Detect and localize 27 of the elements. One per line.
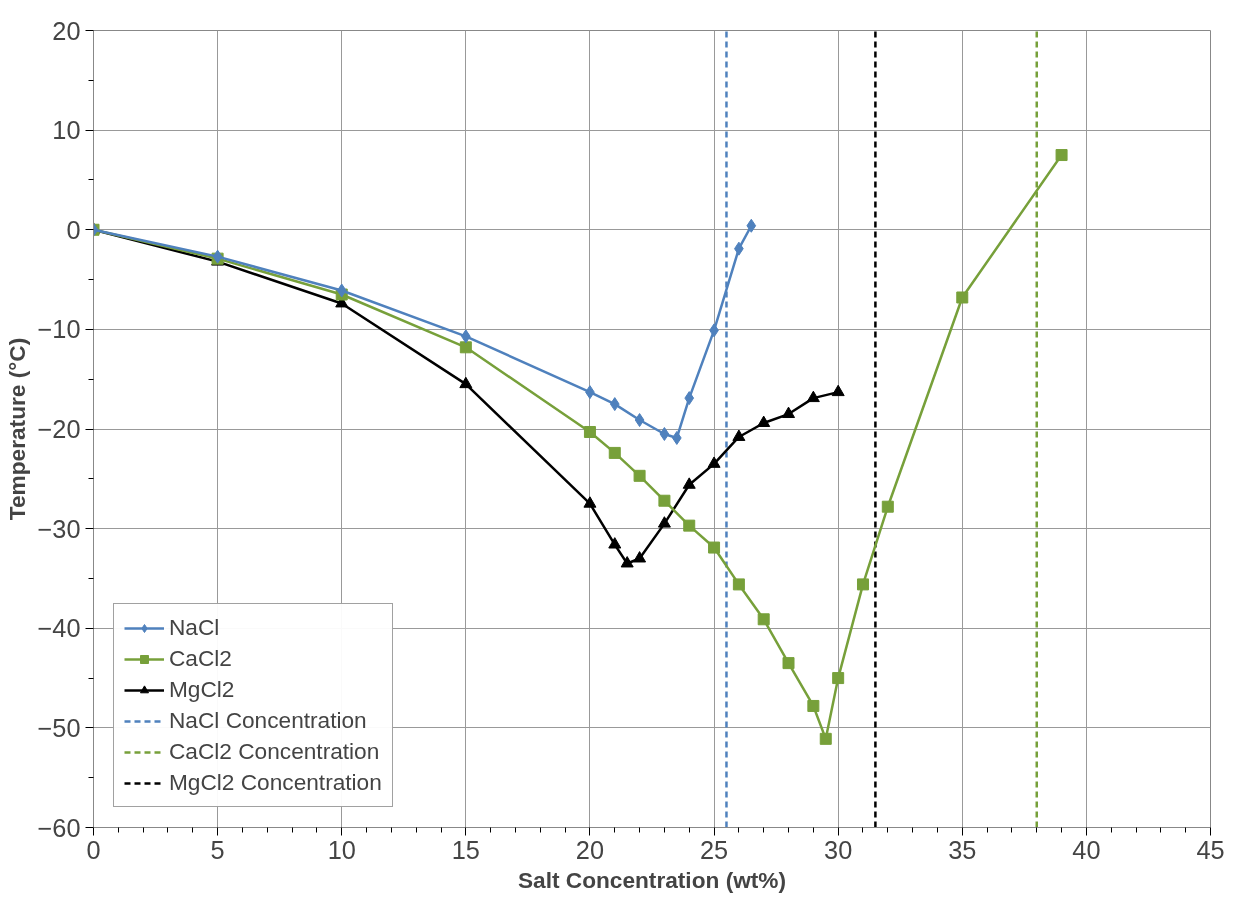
y-tick-label: 0 <box>66 215 81 244</box>
legend-label: MgCl2 Concentration <box>169 769 382 796</box>
y-tick-label: −30 <box>37 514 81 543</box>
legend-label: MgCl2 <box>169 676 235 703</box>
legend-label: CaCl2 Concentration <box>169 738 380 765</box>
x-tick-label: 45 <box>1196 835 1225 864</box>
x-tick-label: 5 <box>210 835 225 864</box>
y-tick-label: −50 <box>37 713 81 742</box>
x-tick-label: 0 <box>86 835 101 864</box>
y-tick-label: −10 <box>37 315 81 344</box>
x-tick-label: 35 <box>948 835 977 864</box>
x-tick-label: 10 <box>327 835 356 864</box>
x-tick-label: 25 <box>699 835 729 864</box>
y-tick-label: 20 <box>52 16 81 45</box>
x-tick-label: 20 <box>575 835 605 864</box>
x-tick-label: 40 <box>1072 835 1101 864</box>
y-tick-label: −60 <box>37 813 81 842</box>
x-axis-title: Salt Concentration (wt%) <box>517 866 787 893</box>
legend-label: CaCl2 <box>169 645 232 672</box>
legend-label: NaCl <box>169 614 220 641</box>
y-tick-label: −20 <box>37 415 81 443</box>
legend-label: NaCl Concentration <box>169 707 367 734</box>
y-axis-title: Temperature (°C) <box>3 337 30 521</box>
x-tick-label: 15 <box>451 835 480 864</box>
x-tick-label: 30 <box>824 835 853 864</box>
y-tick-label: 10 <box>52 116 81 145</box>
y-tick-label: −40 <box>37 614 81 643</box>
